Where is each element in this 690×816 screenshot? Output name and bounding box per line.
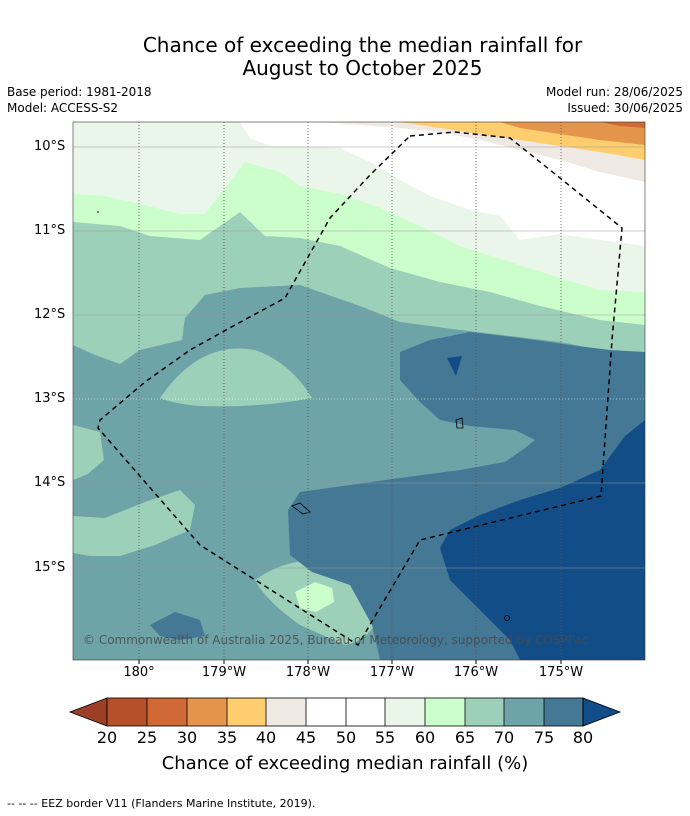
- model-run: Model run: 28/06/2025: [545, 85, 683, 99]
- patch-75-80-southwest: [150, 612, 205, 640]
- lon-label-177w: 177°W: [369, 665, 415, 680]
- map-title-line-1: Chance of exceeding the median rainfall …: [142, 33, 583, 57]
- patch-65-70-west: [73, 425, 104, 480]
- lon-label-175w: 175°W: [538, 665, 584, 680]
- patch-60-65-south: [295, 582, 334, 612]
- colorbar-tick-label: 20: [96, 728, 118, 747]
- colorbar-extend-high: [582, 697, 622, 727]
- colorbar-tick-label: 65: [454, 728, 476, 747]
- lon-label-178w: 178°W: [285, 665, 331, 680]
- lat-label-13s: 13°S: [34, 391, 66, 406]
- lat-label-14s: 14°S: [34, 475, 66, 490]
- lat-label-10s: 10°S: [34, 139, 66, 154]
- colorbar-tick-label: 45: [295, 728, 317, 747]
- longitude-ticks: [138, 660, 562, 664]
- island-outline: [291, 502, 311, 515]
- copyright-notice: © Commonwealth of Australia 2025, Bureau…: [83, 633, 589, 647]
- colorbar-tick-label: 75: [533, 728, 555, 747]
- colorbar-tick-label: 80: [572, 728, 594, 747]
- colorbar-tick-label: 35: [216, 728, 238, 747]
- colorbar-tick-label: 60: [414, 728, 436, 747]
- island-outline: [504, 615, 510, 621]
- model-name: Model: ACCESS-S2: [7, 101, 119, 115]
- colorbar-tick-label: 40: [255, 728, 277, 747]
- colorbar-tick-label: 25: [136, 728, 158, 747]
- issued-date: Issued: 30/06/2025: [567, 101, 683, 115]
- island-outline: [455, 417, 464, 429]
- base-period: Base period: 1981-2018: [7, 85, 152, 99]
- band-30-35: [500, 122, 645, 145]
- lat-label-11s: 11°S: [34, 223, 66, 238]
- band-25-30: [600, 122, 645, 128]
- map-title-line-2: August to October 2025: [242, 56, 483, 80]
- map-frame: [72, 121, 646, 661]
- colorbar-tick-label: 70: [493, 728, 515, 747]
- colorbar: [68, 697, 622, 727]
- band-above-80: [440, 420, 645, 660]
- lon-label-176w: 176°W: [453, 665, 499, 680]
- patch-above-80-small: [447, 356, 462, 376]
- eez-footnote: -- -- -- EEZ border V11 (Flanders Marine…: [7, 797, 316, 810]
- colorbar-title: Chance of exceeding median rainfall (%): [161, 753, 529, 774]
- lat-label-12s: 12°S: [34, 307, 66, 322]
- lon-label-179w: 179°W: [201, 665, 247, 680]
- latitude-gridlines: [73, 146, 645, 569]
- colorbar-tick-label: 50: [335, 728, 357, 747]
- colorbar-tick-label: 30: [176, 728, 198, 747]
- rainfall-map: [73, 122, 645, 660]
- colorbar-tick-label: 55: [374, 728, 396, 747]
- patch-65-70-southwest: [73, 490, 195, 556]
- lon-label-180: 180°: [123, 665, 155, 680]
- colorbar-extend-low: [68, 697, 108, 727]
- patch-65-70-centre: [160, 348, 312, 407]
- eez-border: [97, 131, 623, 647]
- lat-label-15s: 15°S: [34, 560, 66, 575]
